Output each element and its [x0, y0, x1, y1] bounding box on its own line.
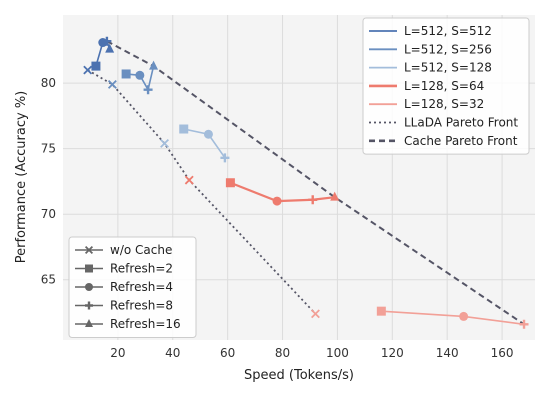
- data-point: [149, 60, 159, 70]
- y-axis-label: Performance (Accuracy %): [14, 91, 29, 264]
- x-tick-label: 40: [165, 346, 180, 360]
- legend-label: Refresh=4: [110, 280, 173, 294]
- legend-refresh-markers: w/o Cache Refresh=2 Refresh=4 Refresh=8 Refr…: [68, 236, 197, 338]
- data-point: [143, 85, 153, 95]
- y-tick-label: 75: [41, 142, 56, 156]
- data-point: [308, 195, 318, 205]
- legend-label: w/o Cache: [110, 243, 172, 257]
- data-point: [225, 178, 235, 188]
- legend-label: Refresh=2: [110, 262, 173, 276]
- legend-marker: [84, 245, 94, 255]
- legend-settings: L=512, S=512 L=512, S=256 L=512, S=128 L=12…: [362, 17, 530, 155]
- y-tick-label: 70: [41, 207, 56, 221]
- legend-label: L=512, S=256: [404, 42, 492, 56]
- x-axis-label: Speed (Tokens/s): [244, 368, 354, 383]
- x-tick-label: 160: [491, 346, 514, 360]
- series-line: [229, 181, 335, 203]
- data-point: [91, 61, 101, 71]
- data-point: [121, 69, 131, 79]
- legend-label: L=128, S=32: [404, 97, 484, 111]
- no-cache-point: [184, 175, 194, 185]
- x-tick-label: 100: [326, 346, 349, 360]
- legend-label: Refresh=16: [110, 317, 181, 331]
- data-point: [135, 70, 145, 80]
- x-tick-label: 140: [436, 346, 459, 360]
- cache-pareto-front-line: [106, 40, 525, 326]
- y-tick-label: 80: [41, 76, 56, 90]
- data-markers: [83, 36, 529, 329]
- legend-label: L=512, S=512: [404, 24, 492, 38]
- legend-box: [362, 17, 530, 155]
- data-point: [203, 129, 213, 139]
- legend-label: L=512, S=128: [404, 61, 492, 75]
- x-tick-label: 120: [381, 346, 404, 360]
- x-tick-label: 20: [110, 346, 125, 360]
- legend-marker: [85, 301, 93, 310]
- x-tick-label: 80: [275, 346, 290, 360]
- x-tick-label: 60: [220, 346, 235, 360]
- data-point: [272, 196, 282, 206]
- data-point: [519, 319, 529, 329]
- legend-marker: [85, 264, 93, 273]
- y-tick-label: 65: [41, 273, 56, 287]
- data-point: [330, 191, 340, 201]
- pareto-fronts: [87, 40, 525, 326]
- data-point: [102, 36, 112, 46]
- no-cache-point: [160, 138, 169, 148]
- legend-label: LLaDA Pareto Front: [404, 116, 518, 130]
- x-tick-labels: 20 40 60 80 100 120 140 160: [110, 346, 513, 360]
- legend-box: [68, 236, 197, 338]
- no-cache-point: [107, 79, 117, 89]
- legend-label: Refresh=8: [110, 299, 173, 313]
- series-line: [126, 65, 155, 92]
- legend-marker: [85, 283, 93, 291]
- data-point: [220, 153, 230, 163]
- no-cache-point: [311, 309, 320, 319]
- no-cache-point: [83, 65, 93, 75]
- data-point: [459, 311, 469, 321]
- legend-label: L=128, S=64: [404, 79, 484, 93]
- data-point: [179, 124, 189, 134]
- data-point: [105, 43, 115, 53]
- data-point: [376, 306, 386, 316]
- legend-label: Cache Pareto Front: [404, 134, 518, 148]
- y-tick-labels: 65 70 75 80: [41, 76, 56, 287]
- legend-marker: [85, 319, 93, 327]
